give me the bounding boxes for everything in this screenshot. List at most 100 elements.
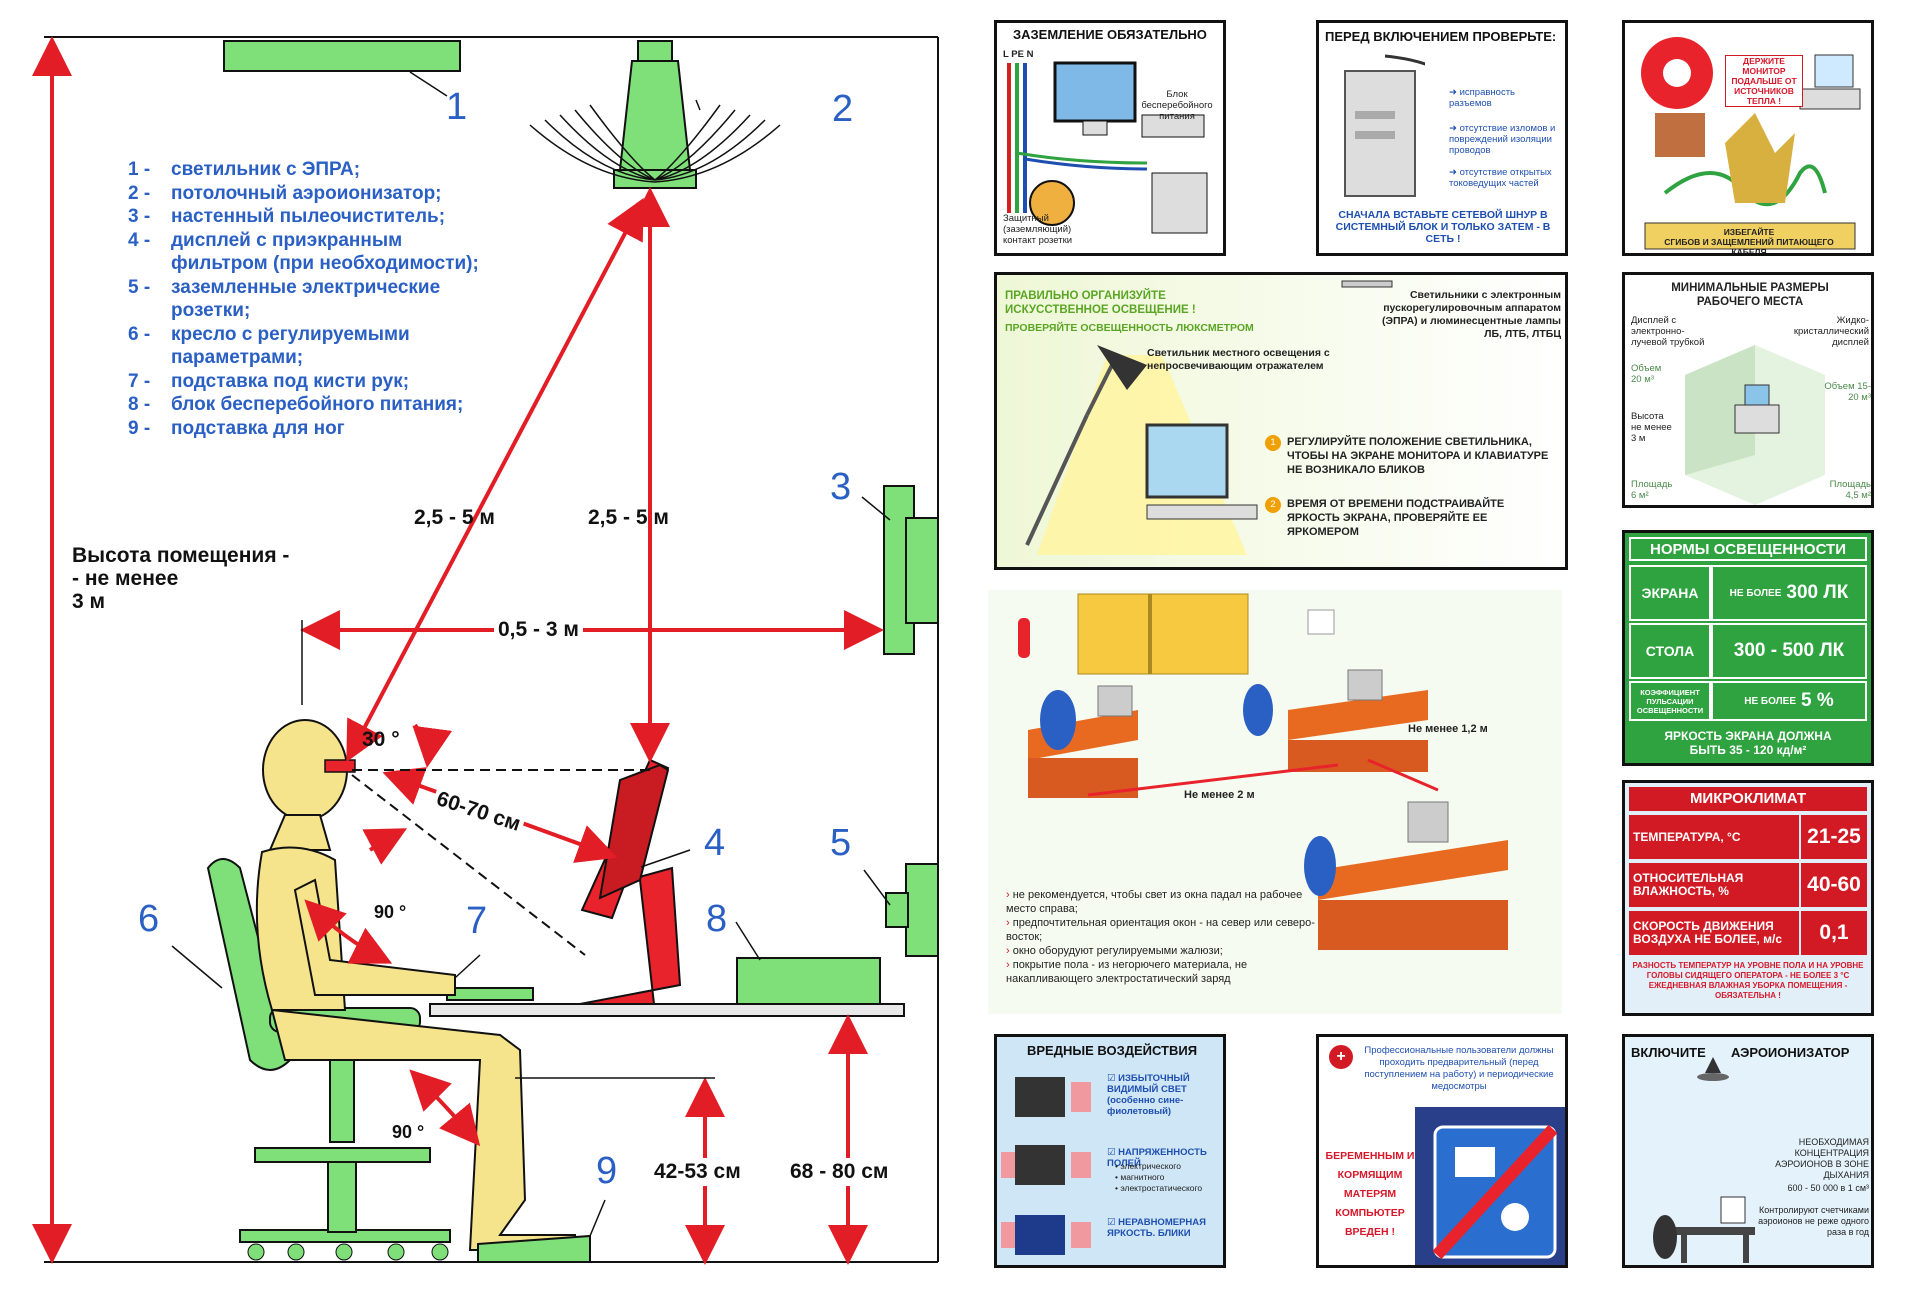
callout-7: 7: [466, 900, 488, 942]
harm-item: ☑ НАПРЯЖЕННОСТЬ ПОЛЕЙ: [1107, 1147, 1207, 1169]
socket-label: Защитный (заземляющий) контакт розетки: [1003, 213, 1073, 246]
norms-bottom: ЯРКОСТЬ ЭКРАНА ДОЛЖНА БЫТЬ 35 - 120 кд/м…: [1664, 729, 1832, 757]
ion-value: 600 - 50 000 в 1 см³: [1787, 1183, 1869, 1193]
medical-note: Профессиональные пользователи должны про…: [1364, 1045, 1554, 1092]
dim-seat: 42-53 см: [652, 1158, 743, 1186]
humidity-value: 40-60: [1801, 863, 1867, 907]
monitor: [579, 758, 682, 1005]
office-note: › окно оборудуют регулируемыми жалюзи;: [1006, 945, 1223, 957]
dim-diag-right: 2,5 - 5 м: [588, 506, 669, 529]
callout-4: 4: [704, 822, 726, 864]
ion-title-right: АЭРОИОНИЗАТОР: [1731, 1045, 1850, 1060]
callout-5: 5: [830, 822, 852, 864]
callout-8: 8: [706, 898, 728, 940]
callout-3: 3: [830, 466, 852, 508]
harm-subitems: • электрического • магнитного • электрос…: [1115, 1161, 1203, 1193]
room-height-label: Высота помещения - - не менее 3 м: [72, 544, 290, 613]
heat-illustration: [1641, 37, 1861, 250]
humidity-label: ОТНОСИТЕЛЬНАЯ ВЛАЖНОСТЬ, %: [1629, 863, 1799, 907]
norm-label-screen: ЭКРАНА: [1629, 565, 1711, 621]
tip-number-1: 1: [1265, 435, 1281, 451]
legend-item: 1 - светильник с ЭПРА;: [128, 159, 361, 180]
chair: [206, 858, 451, 1261]
legend-item: 4 - дисплей с приэкранным: [128, 229, 403, 251]
light-subtitle: ПРОВЕРЯЙТЕ ОСВЕЩЕННОСТЬ ЛЮКСМЕТРОМ: [1005, 322, 1254, 334]
heat-sign: ДЕРЖИТЕ МОНИТОР ПОДАЛЬШЕ ОТ ИСТОЧНИКОВ Т…: [1725, 55, 1803, 107]
panel-title: ЗАЗЕМЛЕНИЕ ОБЯЗАТЕЛЬНО: [1013, 27, 1207, 42]
panel-check: ПЕРЕД ВКЛЮЧЕНИЕМ ПРОВЕРЬТЕ: ➜ исправност…: [1316, 20, 1568, 256]
check-warning: СНАЧАЛА ВСТАВЬТЕ СЕТЕВОЙ ШНУР В СИСТЕМНЫ…: [1335, 209, 1551, 245]
ups-label: Блок бесперебойного питания: [1141, 89, 1213, 122]
panel-micro: МИКРОКЛИМАТ ТЕМПЕРАТУРА, °С 21-25 ОТНОСИ…: [1622, 780, 1874, 1016]
legend-item: 3 - настенный пылеочиститель;: [128, 206, 446, 227]
ionizer: [529, 40, 781, 189]
legend-item: 7 - подставка под кисти рук;: [128, 370, 410, 392]
panel-size: МИНИМАЛЬНЫЕ РАЗМЕРЫ РАБОЧЕГО МЕСТА Диспл…: [1622, 272, 1874, 508]
dim-desk: 68 - 80 см: [788, 1158, 891, 1186]
panel-office: Не менее 1,2 м Не менее 2 м › не рекомен…: [988, 590, 1562, 1014]
panel-title: ПЕРЕД ВКЛЮЧЕНИЕМ ПРОВЕРЬТЕ:: [1325, 29, 1557, 44]
panel-medical: + Профессиональные пользователи должны п…: [1316, 1034, 1568, 1268]
legend-item: 2 - потолочный аэроионизатор;: [128, 182, 442, 204]
angle-top: 30 °: [362, 728, 400, 751]
ion-title-left: ВКЛЮЧИТЕ: [1631, 1045, 1706, 1060]
office-note: › покрытие пола - из негорючего материал…: [1006, 959, 1248, 985]
check-item: ➜ отсутствие изломов и повреждений изоля…: [1449, 123, 1556, 156]
medical-warning: БЕРЕМЕННЫМ И КОРМЯЩИМ МАТЕРЯМ КОМПЬЮТЕР …: [1325, 1150, 1415, 1238]
person: [255, 719, 576, 1251]
legend: 1 - светильник с ЭПРА; 2 - потолочный аэро…: [128, 158, 479, 440]
norm-value-desk: 300 - 500 ЛК: [1711, 623, 1867, 679]
check-item: ➜ отсутствие открытых токоведущих частей: [1449, 167, 1552, 189]
micro-title: МИКРОКЛИМАТ: [1629, 787, 1867, 811]
norm-value-ripple: НЕ БОЛЕЕ 5 %: [1711, 681, 1867, 721]
grounding-illustration: [1007, 61, 1208, 234]
callout-2: 2: [832, 88, 854, 130]
pregnancy-warning-sign: [1415, 1107, 1565, 1265]
light-illustration: [997, 275, 1565, 567]
system-unit-illustration: [1344, 54, 1425, 197]
callout-1: 1: [446, 86, 468, 128]
footrest: [477, 1234, 591, 1263]
airspeed-label: СКОРОСТЬ ДВИЖЕНИЯ ВОЗДУХА НЕ БОЛЕЕ, м/с: [1629, 911, 1799, 955]
harm-item: ☑ НЕРАВНОМЕРНАЯ ЯРКОСТЬ. БЛИКИ: [1107, 1217, 1206, 1239]
harm-illustration: [1001, 1077, 1091, 1255]
legend-item: 8 - блок бесперебойного питания;: [128, 394, 464, 415]
ceiling-lamp: [223, 40, 461, 72]
panel-harm: ВРЕДНЫЕ ВОЗДЕЙСТВИЯ ☑ ИЗБЫТОЧНЫЙ ВИДИМЫЙ…: [994, 1034, 1226, 1268]
temp-value: 21-25: [1801, 815, 1867, 859]
light-tip-2: ВРЕМЯ ОТ ВРЕМЕНИ ПОДСТРАИВАЙТЕ ЯРКОСТЬ Э…: [1287, 498, 1505, 538]
panel-norms: НОРМЫ ОСВЕЩЕННОСТИ ЭКРАНА НЕ БОЛЕЕ 300 ЛК…: [1622, 530, 1874, 766]
arrow-diag-left: [346, 197, 644, 763]
wall-socket: [905, 863, 939, 957]
harm-title: ВРЕДНЫЕ ВОЗДЕЙСТВИЯ: [1027, 1043, 1198, 1058]
area-right: Площадь 4,5 м²: [1829, 479, 1871, 501]
legend-item: фильтром (при необходимости);: [171, 253, 479, 274]
ups-block: [736, 957, 881, 1005]
legend-item: 6 - кресло с регулируемыми: [128, 323, 410, 345]
panel-ion: ВКЛЮЧИТЕ АЭРОИОНИЗАТОР НЕОБХОДИМАЯ КОНЦЕ…: [1622, 1034, 1874, 1268]
wires-label: L PE N: [1003, 49, 1034, 60]
volume-left: Объем 20 м³: [1631, 363, 1662, 385]
norm-label-desk: СТОЛА: [1629, 623, 1711, 679]
heat-warning: ИЗБЕГАЙТЕ СГИБОВ И ЗАЩЕМЛЕНИЙ ПИТАЮЩЕГО …: [1664, 227, 1834, 256]
office-note: › предпочтительная ориентация окон - на …: [1006, 917, 1315, 943]
legend-item: розетки;: [171, 300, 251, 321]
volume-right: Объем 15-20 м³: [1824, 381, 1871, 403]
dim-diag-left: 2,5 - 5 м: [414, 506, 495, 529]
area-left: Площадь 6 м²: [1631, 479, 1673, 501]
angle-elbow: 90 °: [374, 902, 407, 922]
panel-light: ПРАВИЛЬНО ОРГАНИЗУЙТЕ ИСКУССТВЕННОЕ ОСВЕ…: [994, 272, 1568, 570]
tip-number-2: 2: [1265, 497, 1281, 513]
workplace-diagram: [32, 35, 939, 1265]
distance-2: Не менее 2 м: [1184, 789, 1255, 801]
office-illustration: [1018, 593, 1508, 950]
dim-wall: 0,5 - 3 м: [494, 618, 583, 642]
lcd-label: Жидко-кристаллический дисплей: [1793, 315, 1869, 348]
room-size-illustration: [1685, 345, 1825, 505]
legend-item: параметрами;: [171, 347, 304, 368]
size-title: МИНИМАЛЬНЫЕ РАЗМЕРЫ РАБОЧЕГО МЕСТА: [1671, 282, 1829, 308]
callout-6: 6: [138, 898, 160, 940]
ceiling-note: Светильники с электронным пускорегулиров…: [1382, 289, 1561, 340]
crt-label: Дисплей с электронно-лучевой трубкой: [1631, 315, 1705, 348]
light-tip-1: РЕГУЛИРУЙТЕ ПОЛОЖЕНИЕ СВЕТИЛЬНИКА, ЧТОБЫ…: [1287, 436, 1549, 476]
